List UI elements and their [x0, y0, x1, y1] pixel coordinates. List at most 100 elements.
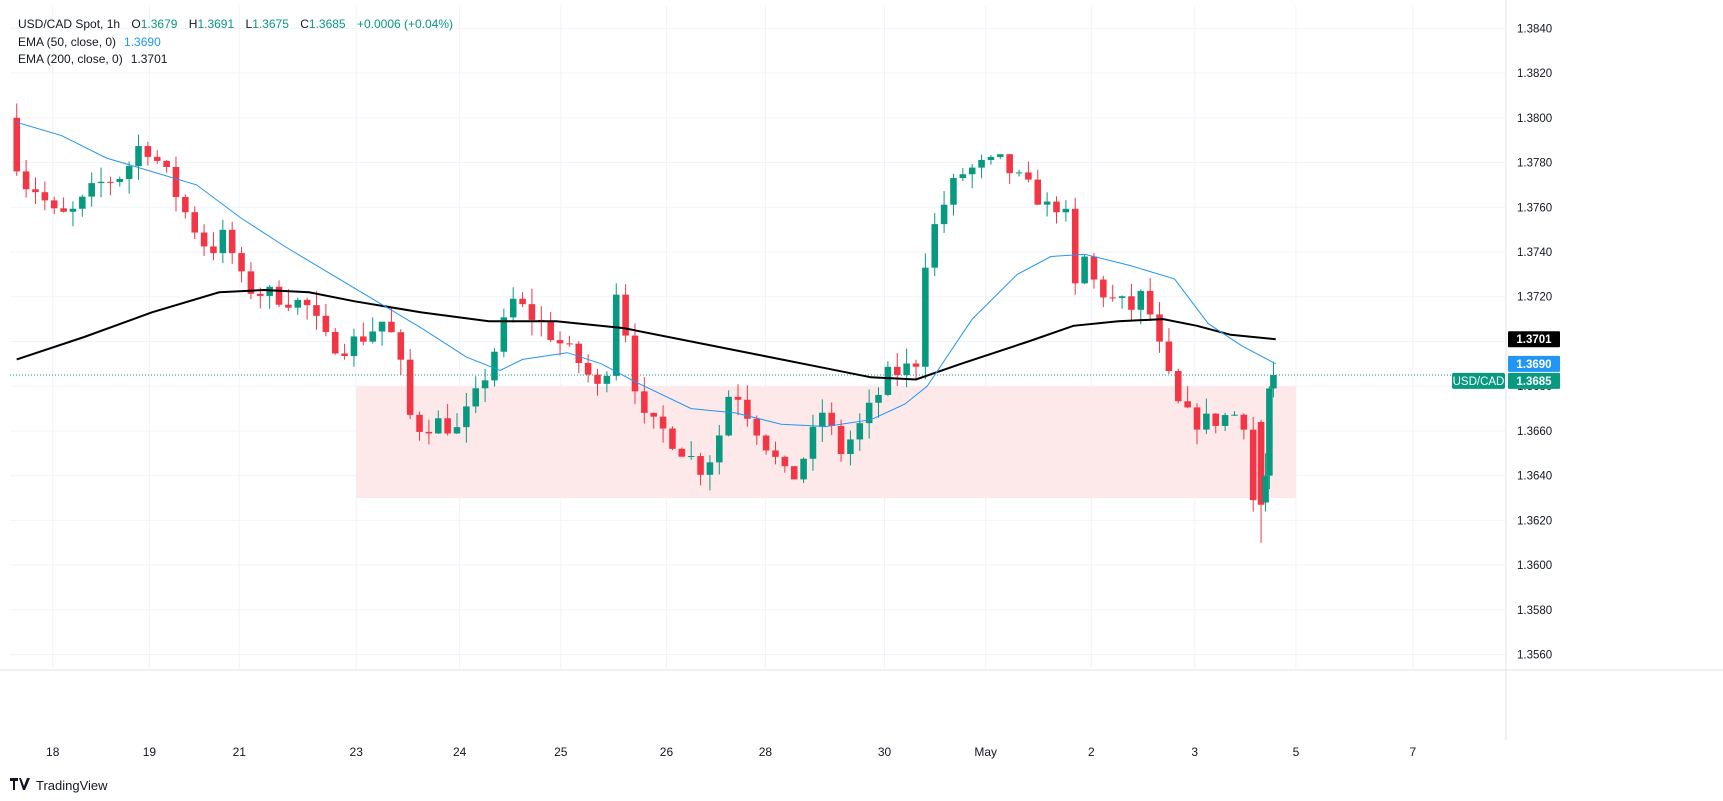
price-badge-value: 1.3690 [1516, 359, 1551, 371]
candle-body [360, 336, 367, 342]
candle-body [41, 192, 49, 201]
candle-body [519, 298, 526, 305]
candle-body [500, 317, 508, 352]
candle-body [406, 359, 414, 415]
candle-body [341, 353, 348, 356]
candle-body [509, 298, 517, 318]
candle-body [369, 331, 376, 342]
candle-body [725, 396, 732, 436]
candlesticks[interactable] [13, 103, 1277, 543]
candle-body [1266, 388, 1273, 476]
candle-body [697, 456, 704, 475]
candle-body [1053, 201, 1060, 213]
candle-body [847, 439, 854, 455]
price-tick-label: 1.3780 [1517, 158, 1552, 170]
close-label: C [300, 17, 309, 31]
candle-body [22, 171, 30, 190]
candle-body [228, 229, 236, 254]
price-tick-label: 1.3740 [1517, 247, 1552, 259]
candle-body [1184, 401, 1191, 408]
candle-body [434, 418, 442, 434]
candle-body [903, 363, 910, 375]
candle-body [1081, 256, 1088, 284]
symbol-badge-label: USD/CAD [1453, 376, 1505, 388]
price-tick-label: 1.3580 [1517, 605, 1552, 617]
candle-body [285, 304, 292, 308]
time-tick-label: 25 [554, 745, 568, 759]
price-tick-label: 1.3560 [1517, 650, 1552, 662]
ema200-value: 1.3701 [130, 52, 168, 66]
symbol-row[interactable]: USD/CAD Spot, 1h O1.3679 H1.3691 L1.3675… [18, 16, 453, 34]
candle-body [481, 380, 489, 389]
candle-body [1270, 375, 1277, 389]
candle-body [50, 200, 58, 209]
candle-body [744, 399, 751, 419]
candle-body [922, 267, 929, 367]
low-label: L [245, 17, 253, 31]
candle-body [828, 412, 835, 426]
candle-body [1193, 407, 1201, 430]
candle-body [678, 448, 686, 457]
candle-body [893, 366, 901, 375]
candle-body [940, 204, 948, 225]
candle-body [1090, 256, 1098, 280]
price-badge [1508, 372, 1560, 389]
candle-body [1257, 421, 1265, 505]
candle-body [266, 286, 273, 296]
candle-body [1006, 154, 1013, 174]
close-value: 1.3685 [308, 17, 346, 31]
tradingview-brand[interactable]: TradingView [10, 776, 108, 794]
candle-body [463, 406, 470, 428]
price-tick-label: 1.3820 [1517, 68, 1552, 80]
ema200-row[interactable]: EMA (200, close, 0) 1.3701 [18, 51, 453, 69]
candle-body [1165, 341, 1173, 372]
candle-body [1174, 371, 1182, 402]
candle-body [60, 208, 67, 212]
ema50-row[interactable]: EMA (50, close, 0) 1.3690 [18, 34, 453, 52]
change-value: +0.0006 (+0.04%) [356, 17, 454, 31]
time-tick-label: 7 [1409, 745, 1416, 759]
time-axis[interactable]: 18 19 21 23 24 25 26 28 30 May 2 3 5 7 [0, 669, 1723, 759]
candle-body [444, 418, 451, 434]
candle-body [116, 178, 124, 183]
candle-body [865, 402, 873, 424]
candle-body [1128, 296, 1135, 310]
candle-body [612, 294, 620, 376]
price-tick-label: 1.3720 [1517, 292, 1552, 304]
candle-body [790, 466, 798, 480]
price-tick-label: 1.3800 [1517, 113, 1552, 125]
candle-body [97, 181, 105, 184]
candle-body [1212, 413, 1220, 426]
price-badge-value: 1.3685 [1516, 376, 1552, 388]
candle-body [1262, 475, 1269, 503]
candle-body [135, 146, 142, 167]
price-tick-label: 1.3620 [1517, 515, 1552, 527]
candle-body [753, 418, 761, 436]
candle-body [1025, 172, 1032, 180]
candle-body [762, 435, 770, 451]
price-badges: 1.3701 1.3690 1.3685 USD/CAD [1452, 331, 1560, 389]
candle-body [13, 117, 21, 172]
candle-body [416, 414, 423, 432]
symbol-badge [1452, 372, 1505, 389]
candle-body [125, 166, 133, 179]
candle-body [69, 208, 77, 212]
price-tick-label: 1.3600 [1517, 560, 1552, 572]
candle-body [163, 160, 170, 167]
candle-body [257, 293, 264, 296]
candle-body [247, 271, 255, 294]
candle-body [669, 428, 676, 449]
candle-body [378, 321, 386, 332]
candle-body [491, 351, 498, 381]
candle-body [322, 315, 330, 332]
ema-50-line[interactable] [16, 121, 1276, 428]
candle-body [875, 394, 882, 403]
candle-body [172, 166, 180, 198]
time-tick-label: 30 [878, 745, 892, 759]
candle-body [837, 425, 845, 455]
open-label: O [131, 17, 141, 31]
candle-body [1015, 172, 1023, 174]
ema-200-line[interactable] [16, 288, 1276, 381]
candle-body [397, 332, 405, 360]
